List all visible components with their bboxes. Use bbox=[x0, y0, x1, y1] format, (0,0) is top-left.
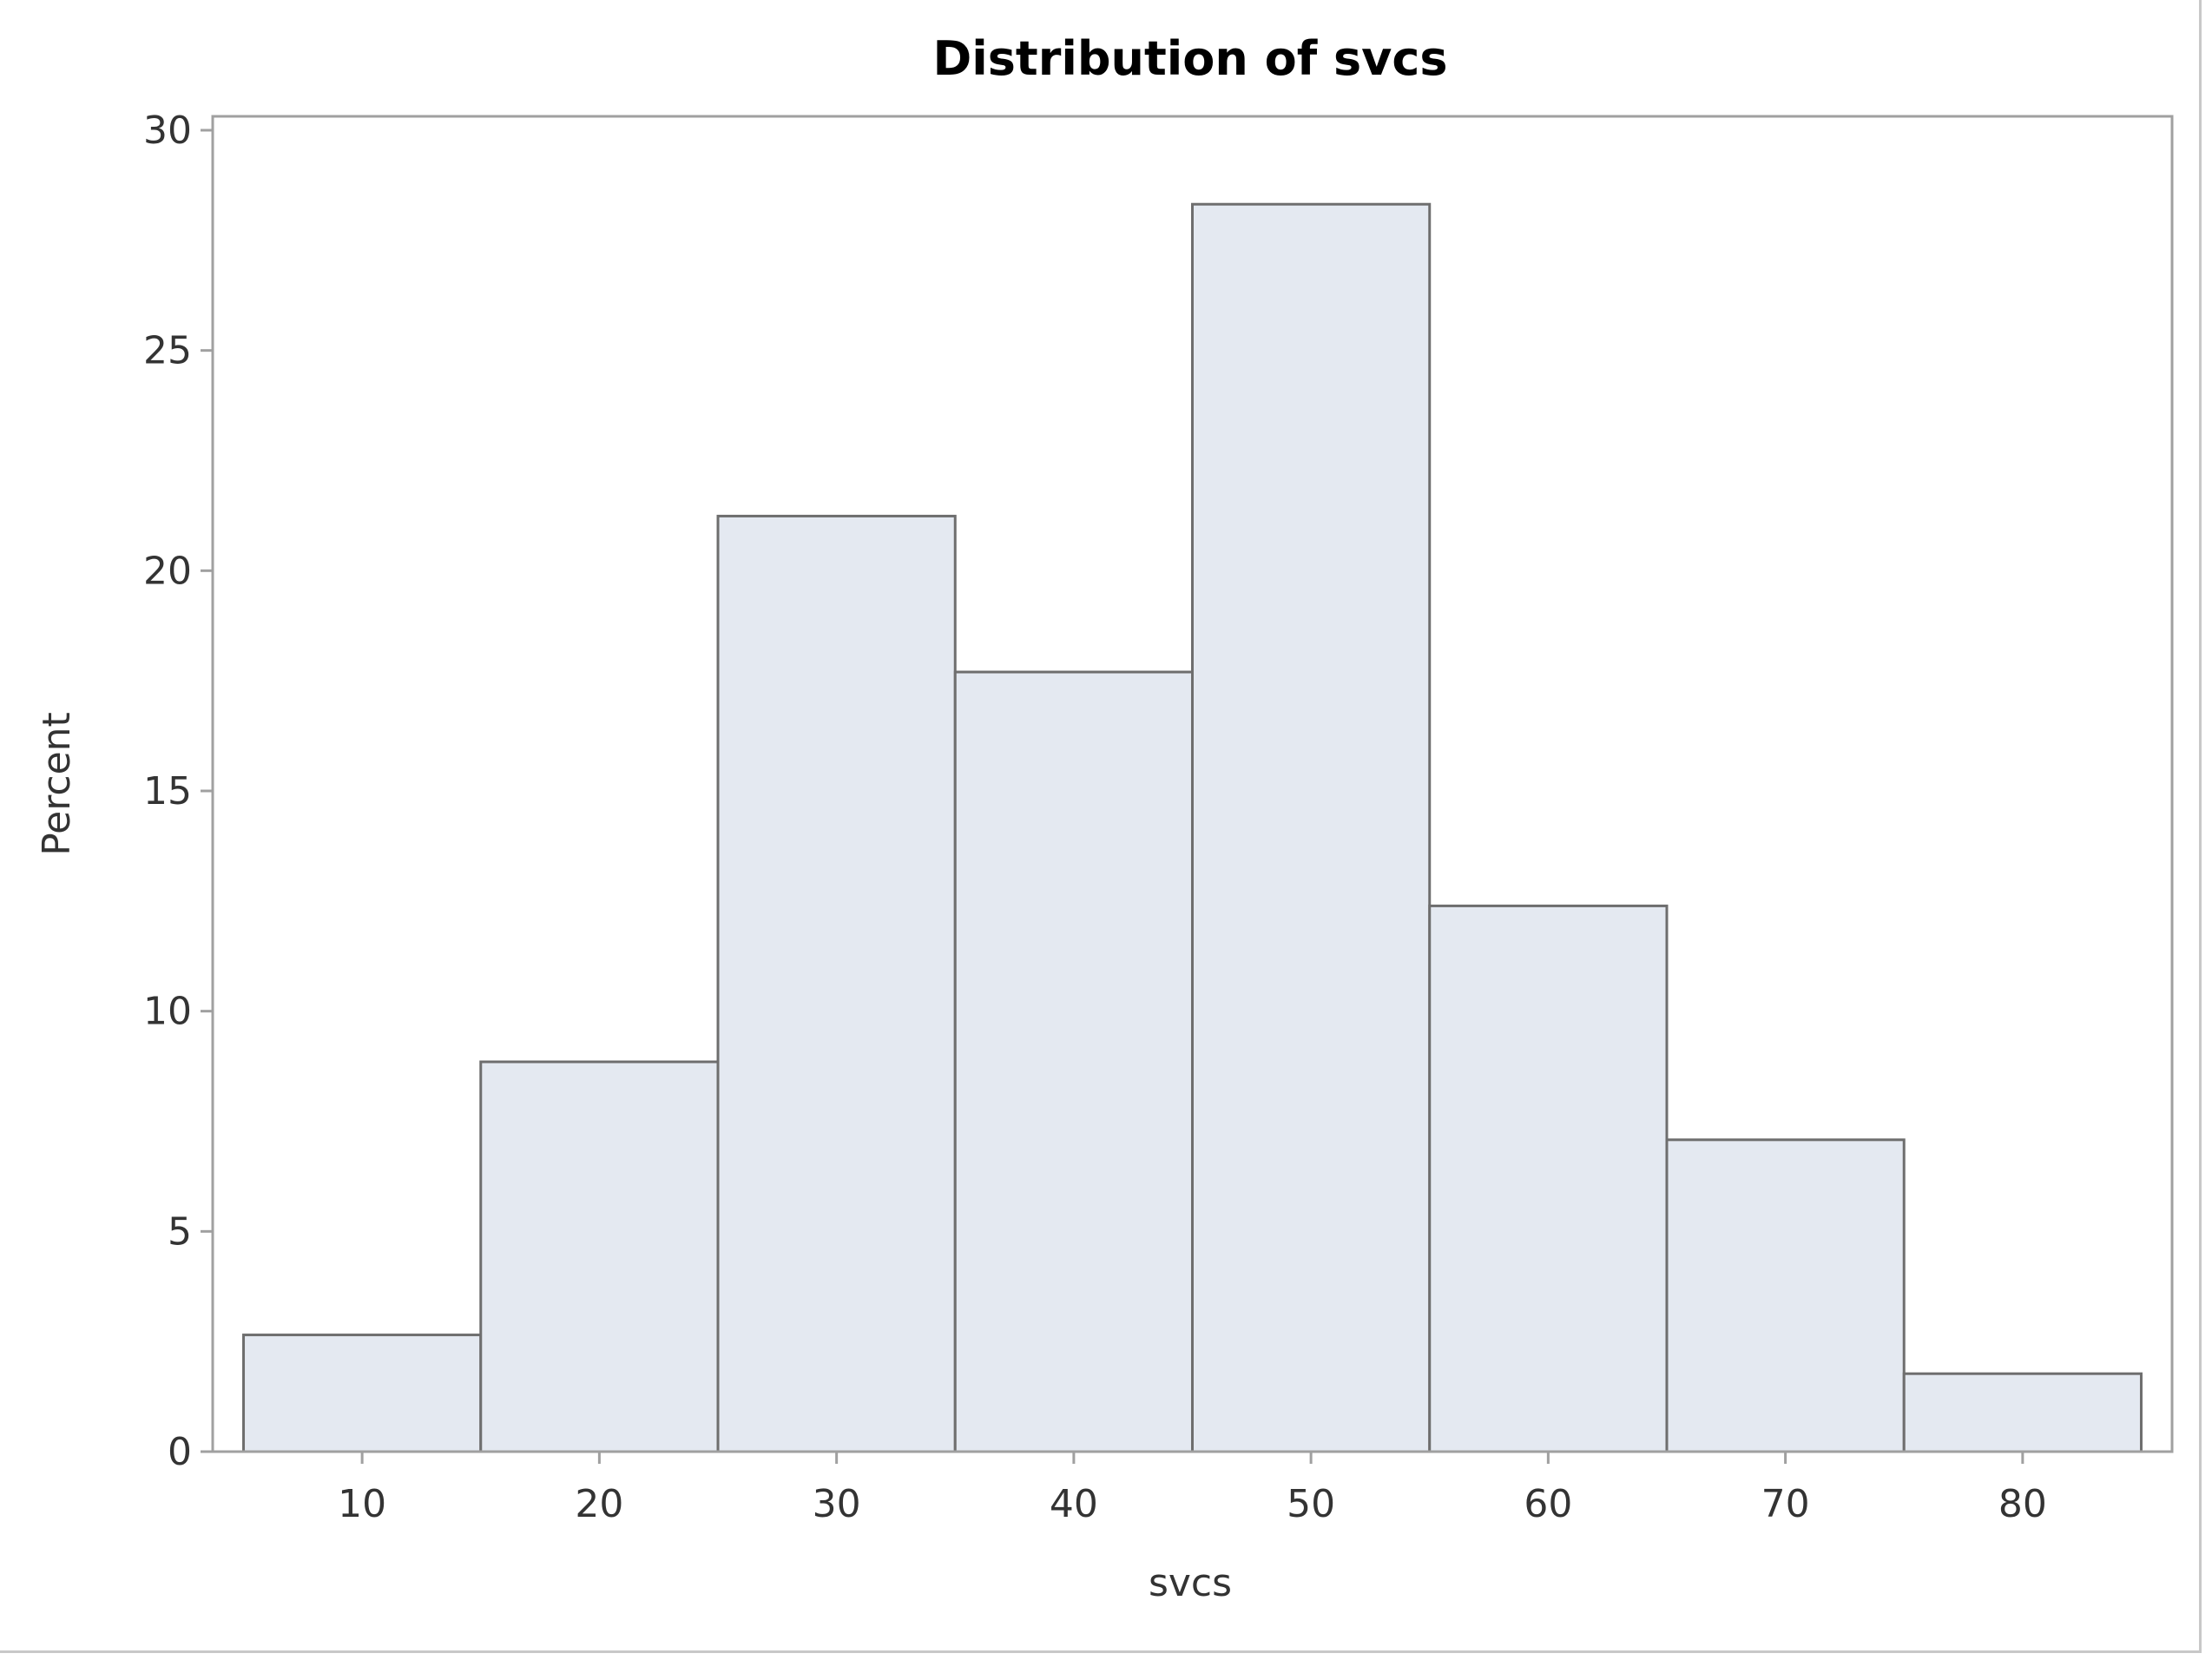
x-axis: 10 20 30 40 50 60 70 80 bbox=[338, 1452, 2047, 1526]
histogram-bar-80 bbox=[1902, 1372, 2143, 1453]
plot-frame bbox=[211, 115, 2174, 1453]
y-tick-label-20: 20 bbox=[143, 549, 192, 593]
y-axis-label: Percent bbox=[35, 712, 79, 856]
y-tick-label-0: 0 bbox=[168, 1430, 192, 1474]
histogram-bar-70 bbox=[1665, 1138, 1906, 1453]
x-tick-label-70: 70 bbox=[1761, 1482, 1810, 1526]
x-tick-label-20: 20 bbox=[575, 1482, 623, 1526]
y-tick-label-10: 10 bbox=[143, 990, 192, 1034]
histogram-bar-40 bbox=[953, 670, 1195, 1453]
y-tick-label-5: 5 bbox=[168, 1209, 192, 1254]
chart-title: Distribution of svcs bbox=[932, 31, 1447, 86]
x-tick-label-10: 10 bbox=[338, 1482, 386, 1526]
histogram-bar-50 bbox=[1191, 202, 1432, 1453]
histogram-bar-10 bbox=[242, 1334, 483, 1453]
histogram-bar-60 bbox=[1428, 904, 1669, 1453]
x-tick-label-60: 60 bbox=[1524, 1482, 1572, 1526]
y-tick-label-30: 30 bbox=[143, 109, 192, 153]
x-tick-label-40: 40 bbox=[1050, 1482, 1098, 1526]
y-tick-label-15: 15 bbox=[143, 769, 192, 814]
y-tick-label-25: 25 bbox=[143, 329, 192, 373]
x-tick-label-30: 30 bbox=[813, 1482, 861, 1526]
x-tick-label-50: 50 bbox=[1287, 1482, 1335, 1526]
bars-layer bbox=[242, 202, 2143, 1453]
x-axis-label: svcs bbox=[1149, 1561, 1232, 1605]
histogram-bar-30 bbox=[716, 514, 957, 1453]
y-axis: 0 5 10 15 20 25 30 bbox=[143, 109, 213, 1474]
x-tick-label-80: 80 bbox=[1998, 1482, 2047, 1526]
histogram-bar-20 bbox=[479, 1060, 720, 1453]
